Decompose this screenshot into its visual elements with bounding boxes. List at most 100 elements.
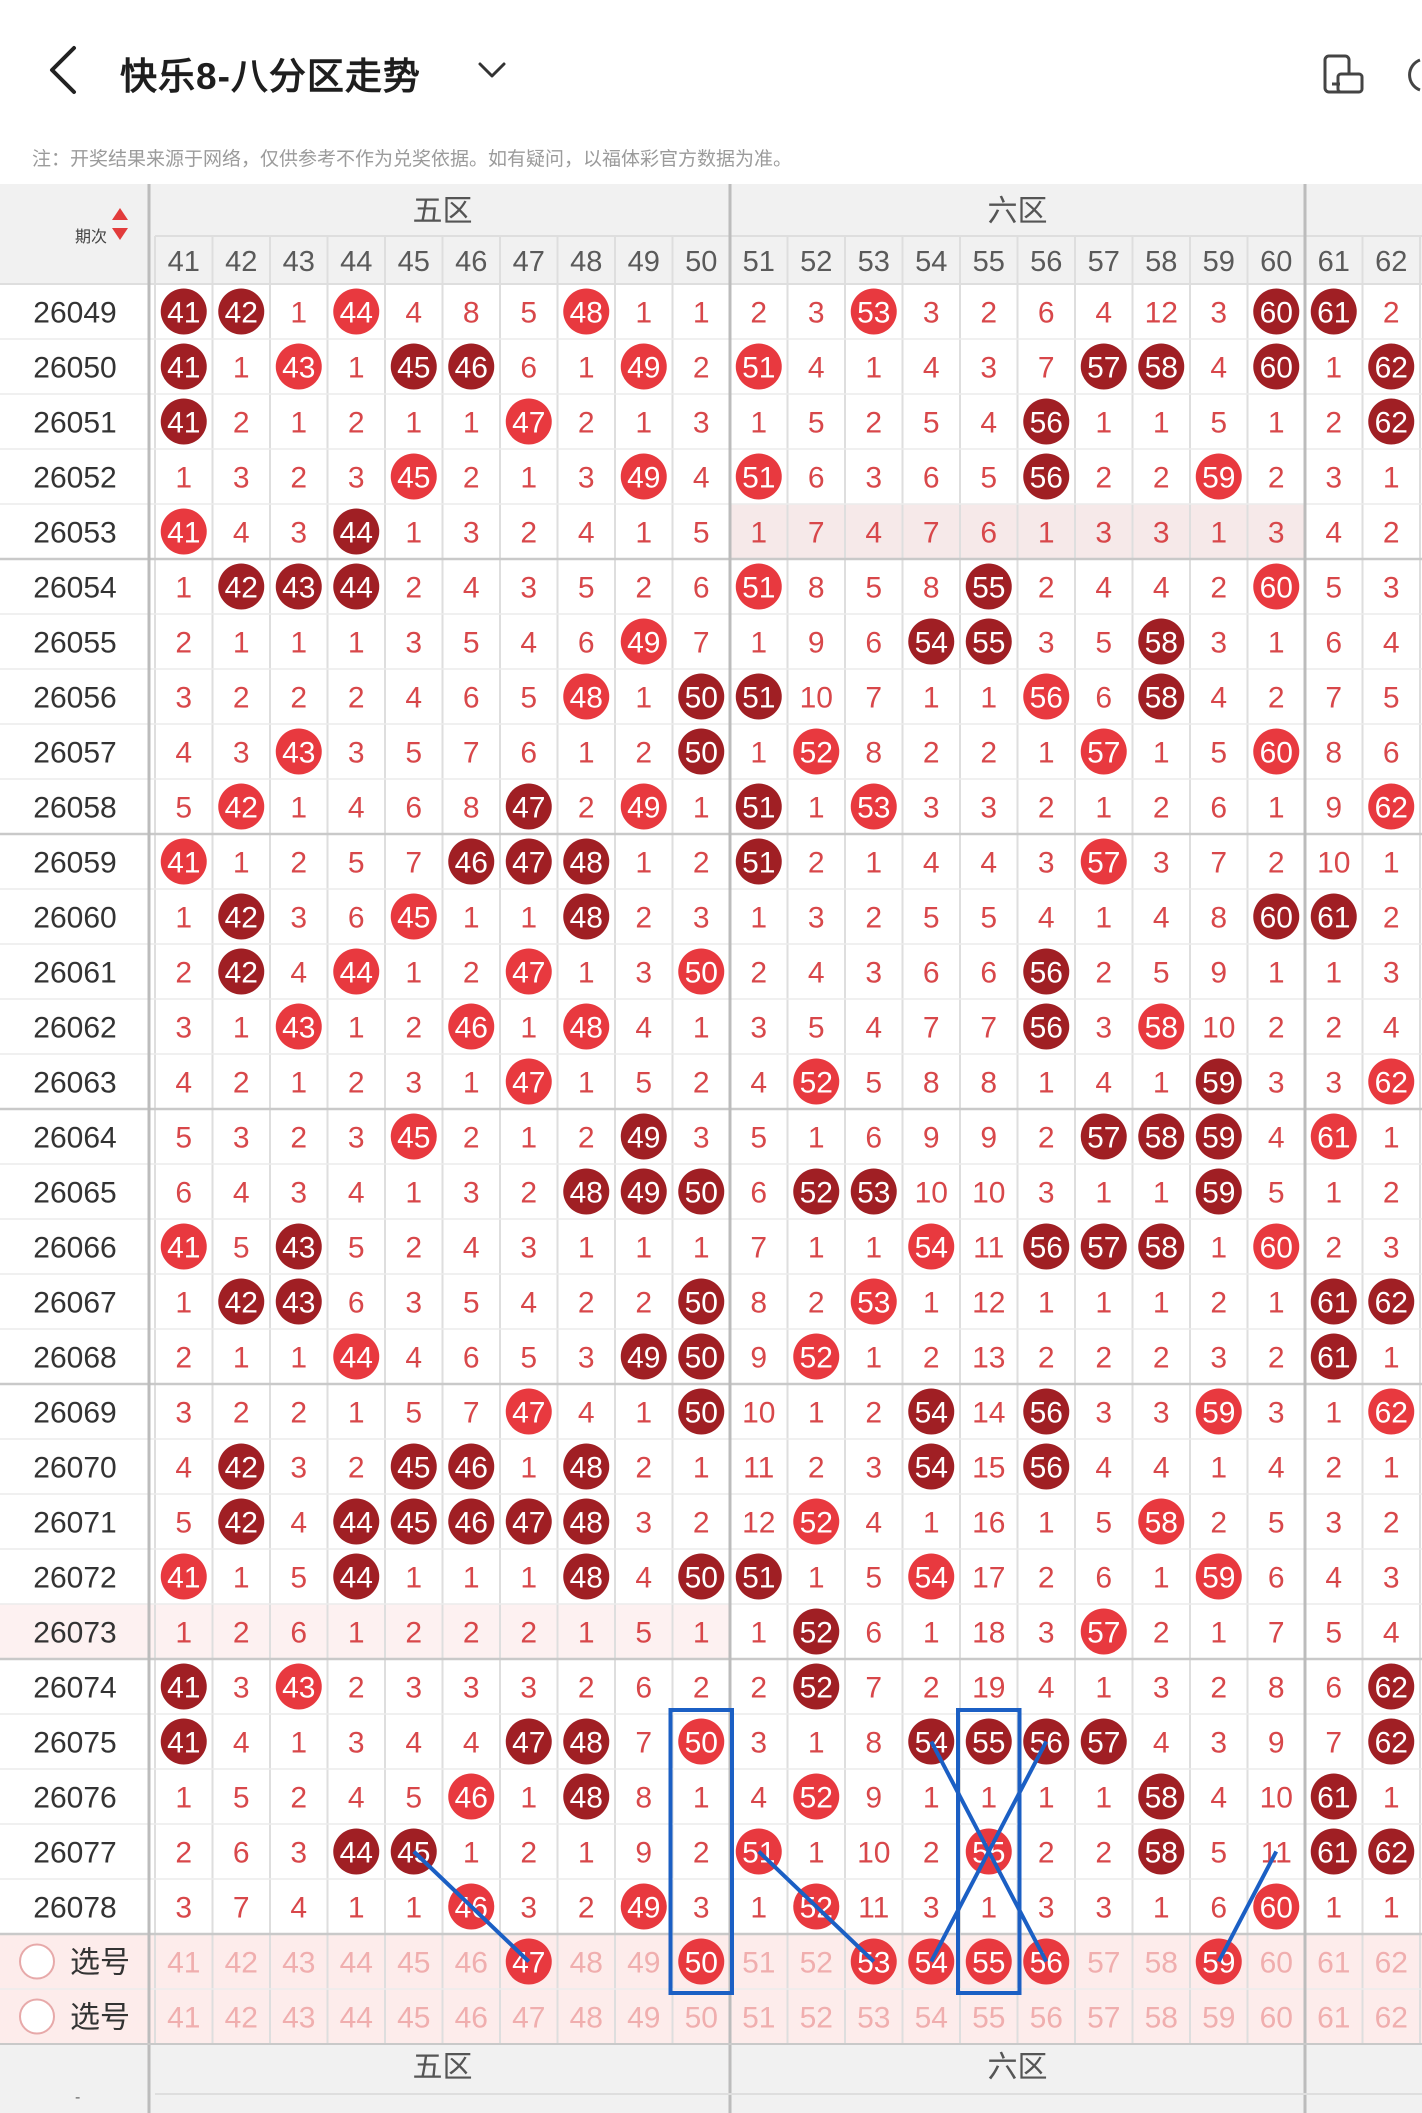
miss-count: 1 <box>750 737 767 770</box>
selected-ball[interactable] <box>678 1938 725 1985</box>
hit-number: 45 <box>397 462 430 495</box>
miss-count: 3 <box>405 1672 422 1705</box>
hit-ball <box>850 288 897 335</box>
hit-number: 47 <box>512 847 545 880</box>
miss-count: 6 <box>1325 1672 1342 1705</box>
miss-count: 7 <box>693 627 710 660</box>
hit-ball <box>793 1498 840 1545</box>
table-row: 26050 41 1 43 1 45 46 6 1 49 2 51 4 1 4 3 7 57 58 4 60 1 62 <box>33 343 1415 390</box>
hit-ball <box>620 1113 667 1160</box>
miss-count: 1 <box>693 792 710 825</box>
hit-ball <box>793 1663 840 1710</box>
miss-count: 3 <box>1210 297 1227 330</box>
miss-count: 5 <box>1210 1837 1227 1870</box>
hit-ball <box>678 948 725 995</box>
miss-count: 3 <box>923 1892 940 1925</box>
miss-count: 2 <box>865 902 882 935</box>
table-row: 26072 41 1 5 44 1 1 1 48 4 50 51 1 5 54 17 2 6 1 59 6 4 3 <box>33 1553 1400 1600</box>
page-title[interactable]: 快乐8-八分区走势 <box>120 56 421 97</box>
miss-count: 4 <box>1210 352 1227 385</box>
miss-count: 2 <box>290 1782 307 1815</box>
hit-number: 57 <box>1087 1122 1120 1155</box>
miss-count: 1 <box>923 1507 940 1540</box>
chevron-down-icon[interactable] <box>474 52 510 88</box>
miss-count: 4 <box>405 682 422 715</box>
miss-count: 2 <box>290 462 307 495</box>
column-header: 47 <box>513 246 545 278</box>
selected-ball[interactable] <box>965 1938 1012 1985</box>
miss-count: 4 <box>635 1562 652 1595</box>
miss-count: 7 <box>750 1232 767 1265</box>
miss-count: 6 <box>463 682 480 715</box>
miss-count: 7 <box>405 847 422 880</box>
hit-number: 41 <box>167 1672 200 1705</box>
miss-count: 5 <box>1153 957 1170 990</box>
miss-count: 7 <box>923 517 940 550</box>
miss-count: 3 <box>1383 1232 1400 1265</box>
miss-count: 2 <box>233 682 250 715</box>
miss-count: 5 <box>233 1232 250 1265</box>
miss-count: 3 <box>1038 847 1055 880</box>
more-icon[interactable] <box>1406 52 1422 98</box>
hit-ball <box>678 1388 725 1435</box>
miss-count: 1 <box>405 517 422 550</box>
select-row[interactable]: 选号 41 42 43 44 45 46 47 48 49 50 51 52 53 54 55 56 57 58 59… <box>19 1998 1408 2035</box>
chevron-left-icon[interactable] <box>44 42 84 98</box>
column-header: 50 <box>685 246 717 278</box>
hit-ball <box>505 1498 552 1545</box>
select-radio[interactable] <box>19 1998 55 2035</box>
miss-count: 4 <box>1210 682 1227 715</box>
screen-rotate-icon[interactable] <box>1318 52 1366 98</box>
hit-ball <box>1195 1553 1242 1600</box>
hit-ball <box>1253 343 1300 390</box>
select-number: 53 <box>857 2002 890 2035</box>
miss-count: 8 <box>865 1727 882 1760</box>
hit-ball <box>275 1663 322 1710</box>
miss-count: 2 <box>463 1617 480 1650</box>
miss-count: 5 <box>520 682 537 715</box>
miss-count: 3 <box>348 737 365 770</box>
miss-count: 8 <box>923 1067 940 1100</box>
period-cell: 26052 <box>33 462 116 495</box>
hit-ball <box>1368 1058 1415 1105</box>
miss-count: 6 <box>1383 737 1400 770</box>
miss-count: 1 <box>808 1122 825 1155</box>
miss-count: 1 <box>750 627 767 660</box>
table-row: 26058 5 42 1 4 6 8 47 2 49 1 51 1 53 3 3 2 1 2 6 1 9 62 <box>33 783 1415 830</box>
select-number: 46 <box>455 2002 488 2035</box>
miss-count: 12 <box>1145 297 1178 330</box>
miss-count: 5 <box>1210 737 1227 770</box>
miss-count: 4 <box>865 1507 882 1540</box>
hit-number: 55 <box>972 572 1005 605</box>
miss-count: 1 <box>233 1012 250 1045</box>
hit-number: 60 <box>1260 297 1293 330</box>
miss-count: 9 <box>865 1782 882 1815</box>
miss-count: 1 <box>405 1892 422 1925</box>
miss-count: 10 <box>1317 847 1350 880</box>
hit-ball <box>1310 1113 1357 1160</box>
hit-number: 62 <box>1375 1397 1408 1430</box>
miss-count: 2 <box>1038 572 1055 605</box>
table-row: 26059 41 1 2 5 7 46 47 48 1 2 51 2 1 4 4 3 57 3 7 2 10 1 <box>33 838 1400 885</box>
miss-count: 4 <box>348 1782 365 1815</box>
select-row[interactable]: 选号 41 42 43 44 45 46 47 48 49 50 51 52 53 54 55 56 57 58 59… <box>19 1938 1408 1985</box>
sort-updown-icon[interactable] <box>112 208 128 240</box>
miss-count: 9 <box>1325 792 1342 825</box>
hit-ball <box>505 948 552 995</box>
hit-number: 59 <box>1202 1562 1235 1595</box>
hit-ball <box>390 453 437 500</box>
select-number: 44 <box>340 2002 373 2035</box>
miss-count: 3 <box>750 1012 767 1045</box>
miss-count: 1 <box>1383 847 1400 880</box>
miss-count: 3 <box>693 1122 710 1155</box>
miss-count: 7 <box>865 682 882 715</box>
period-cell: 26078 <box>33 1892 116 1925</box>
select-radio[interactable] <box>19 1943 55 1980</box>
period-cell: 26077 <box>33 1837 116 1870</box>
miss-count: 2 <box>1325 1452 1342 1485</box>
miss-count: 6 <box>693 572 710 605</box>
hit-ball <box>160 1553 207 1600</box>
miss-count: 1 <box>1210 1452 1227 1485</box>
annotation-line <box>1216 1850 1279 1963</box>
hit-number: 62 <box>1375 352 1408 385</box>
